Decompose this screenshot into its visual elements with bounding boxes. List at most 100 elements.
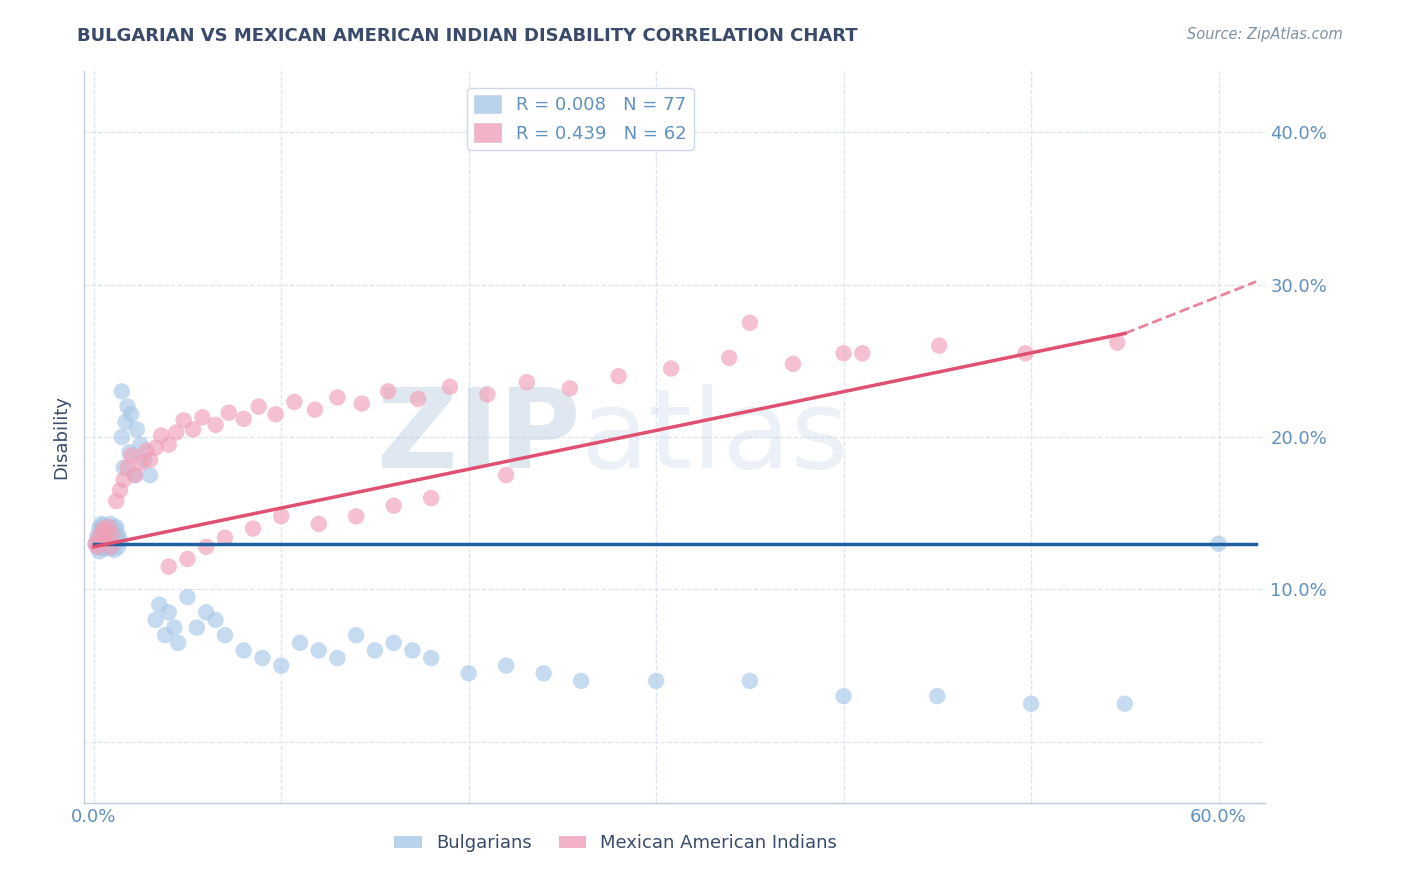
Point [270, 509, 292, 524]
Point [176, 552, 198, 566]
Point [645, 673, 668, 688]
Point [120, 448, 142, 462]
Point [150, 428, 173, 442]
Point [195, 540, 218, 554]
Point [84, 537, 107, 551]
Point [96, 532, 118, 546]
Point [90, 516, 112, 531]
Point [283, 395, 305, 409]
Point [120, 407, 142, 421]
Point [97, 527, 120, 541]
Point [738, 673, 761, 688]
Point [153, 628, 176, 642]
Point [247, 400, 270, 414]
Point [101, 527, 124, 541]
Point [782, 357, 804, 371]
Point [252, 651, 274, 665]
Point [516, 376, 538, 390]
Point [91, 521, 114, 535]
Point [927, 689, 949, 703]
Point [117, 400, 139, 414]
Point [157, 559, 180, 574]
Point [718, 351, 741, 365]
Point [364, 643, 387, 657]
Point [157, 438, 180, 452]
Point [214, 628, 236, 642]
Point [326, 651, 349, 665]
Point [406, 392, 429, 406]
Point [232, 643, 254, 657]
Point [94, 524, 117, 539]
Point [94, 541, 117, 556]
Point [90, 524, 112, 539]
Point [218, 406, 240, 420]
Y-axis label: Disability: Disability [52, 395, 70, 479]
Point [124, 468, 146, 483]
Point [401, 643, 423, 657]
Point [84, 537, 107, 551]
Point [86, 540, 108, 554]
Point [105, 520, 128, 534]
Point [145, 613, 167, 627]
Point [89, 521, 111, 535]
Point [105, 494, 128, 508]
Point [94, 532, 117, 546]
Point [103, 542, 125, 557]
Point [439, 380, 461, 394]
Point [457, 666, 479, 681]
Point [420, 651, 443, 665]
Point [420, 491, 443, 505]
Point [1114, 697, 1136, 711]
Point [124, 468, 146, 483]
Point [112, 473, 135, 487]
Point [97, 520, 120, 534]
Point [832, 689, 855, 703]
Point [94, 524, 117, 539]
Point [304, 402, 326, 417]
Point [114, 415, 136, 429]
Point [832, 346, 855, 360]
Point [1019, 697, 1042, 711]
Point [495, 658, 517, 673]
Point [89, 544, 111, 558]
Point [165, 425, 187, 440]
Point [1107, 335, 1129, 350]
Point [97, 537, 120, 551]
Point [117, 460, 139, 475]
Point [288, 636, 311, 650]
Point [477, 387, 499, 401]
Point [533, 666, 555, 681]
Point [382, 636, 405, 650]
Point [167, 636, 190, 650]
Point [105, 529, 128, 543]
Text: BULGARIAN VS MEXICAN AMERICAN INDIAN DISABILITY CORRELATION CHART: BULGARIAN VS MEXICAN AMERICAN INDIAN DIS… [77, 27, 858, 45]
Point [264, 407, 287, 421]
Point [344, 628, 367, 642]
Point [135, 443, 157, 458]
Point [163, 621, 186, 635]
Point [148, 598, 170, 612]
Point [1014, 346, 1036, 360]
Point [139, 468, 162, 483]
Point [558, 381, 581, 395]
Point [101, 533, 124, 548]
Point [270, 658, 292, 673]
Point [173, 413, 195, 427]
Point [129, 438, 152, 452]
Point [195, 605, 218, 619]
Point [100, 540, 122, 554]
Point [326, 391, 349, 405]
Point [1208, 537, 1230, 551]
Point [659, 361, 682, 376]
Point [928, 338, 950, 352]
Point [111, 430, 134, 444]
Point [108, 533, 131, 548]
Point [157, 605, 180, 619]
Point [90, 533, 112, 548]
Point [101, 524, 124, 539]
Point [108, 483, 131, 498]
Point [377, 384, 399, 399]
Point [86, 529, 108, 543]
Point [181, 422, 204, 436]
Point [204, 613, 226, 627]
